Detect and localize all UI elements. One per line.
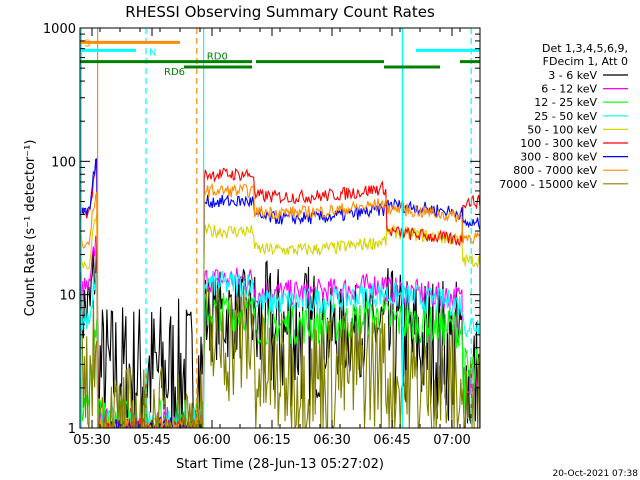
series-line-1 xyxy=(80,235,480,428)
legend-header-line-1: Det 1,3,4,5,6,9, xyxy=(542,42,628,55)
x-tick-label-3: 06:15 xyxy=(253,433,290,448)
legend-label-1: 6 - 12 keV xyxy=(541,83,597,96)
annotation-label-n: N xyxy=(149,47,156,58)
plot-clip-group xyxy=(80,28,480,428)
legend-label-6: 300 - 800 keV xyxy=(520,151,597,164)
x-tick-label-4: 06:30 xyxy=(313,433,350,448)
x-tick-label-0: 05:30 xyxy=(73,433,110,448)
legend-label-3: 25 - 50 keV xyxy=(534,110,597,123)
legend-label-8: 7000 - 15000 keV xyxy=(499,178,597,191)
footer-date: 20-Oct-2021 07:38 xyxy=(553,469,639,479)
annotation-label-s: S xyxy=(84,38,90,49)
y-axis-label: Count Rate (s⁻¹ detector⁻¹) xyxy=(23,140,38,317)
y-tick-label-0: 1 xyxy=(68,422,76,437)
legend-header-line-2: FDecim 1, Att 0 xyxy=(543,55,628,68)
x-tick-label-6: 07:00 xyxy=(433,433,470,448)
x-axis-label: Start Time (28-Jun-13 05:27:02) xyxy=(176,457,384,472)
y-tick-label-1: 10 xyxy=(59,289,76,304)
series-line-8 xyxy=(80,285,480,428)
annotation-label-rd0: RD0 xyxy=(207,52,228,63)
legend-label-2: 12 - 25 keV xyxy=(534,96,597,109)
plot-area: S N RD0 RD6 05:30 05:45 06:00 06:15 06:30 06:45 07… xyxy=(43,22,481,448)
legend-label-0: 3 - 6 keV xyxy=(548,69,597,82)
legend-label-5: 100 - 300 keV xyxy=(520,137,597,150)
x-tick-label-1: 05:45 xyxy=(133,433,170,448)
annotation-label-rd6: RD6 xyxy=(164,67,185,78)
legend-label-7: 800 - 7000 keV xyxy=(513,164,597,177)
x-tick-label-2: 06:00 xyxy=(193,433,230,448)
chart-title: RHESSI Observing Summary Count Rates xyxy=(125,3,435,21)
legend-label-4: 50 - 100 keV xyxy=(527,123,597,136)
x-tick-label-5: 06:45 xyxy=(373,433,410,448)
y-tick-label-3: 1000 xyxy=(43,22,76,37)
series-line-6 xyxy=(80,158,480,428)
y-tick-label-2: 100 xyxy=(51,155,76,170)
